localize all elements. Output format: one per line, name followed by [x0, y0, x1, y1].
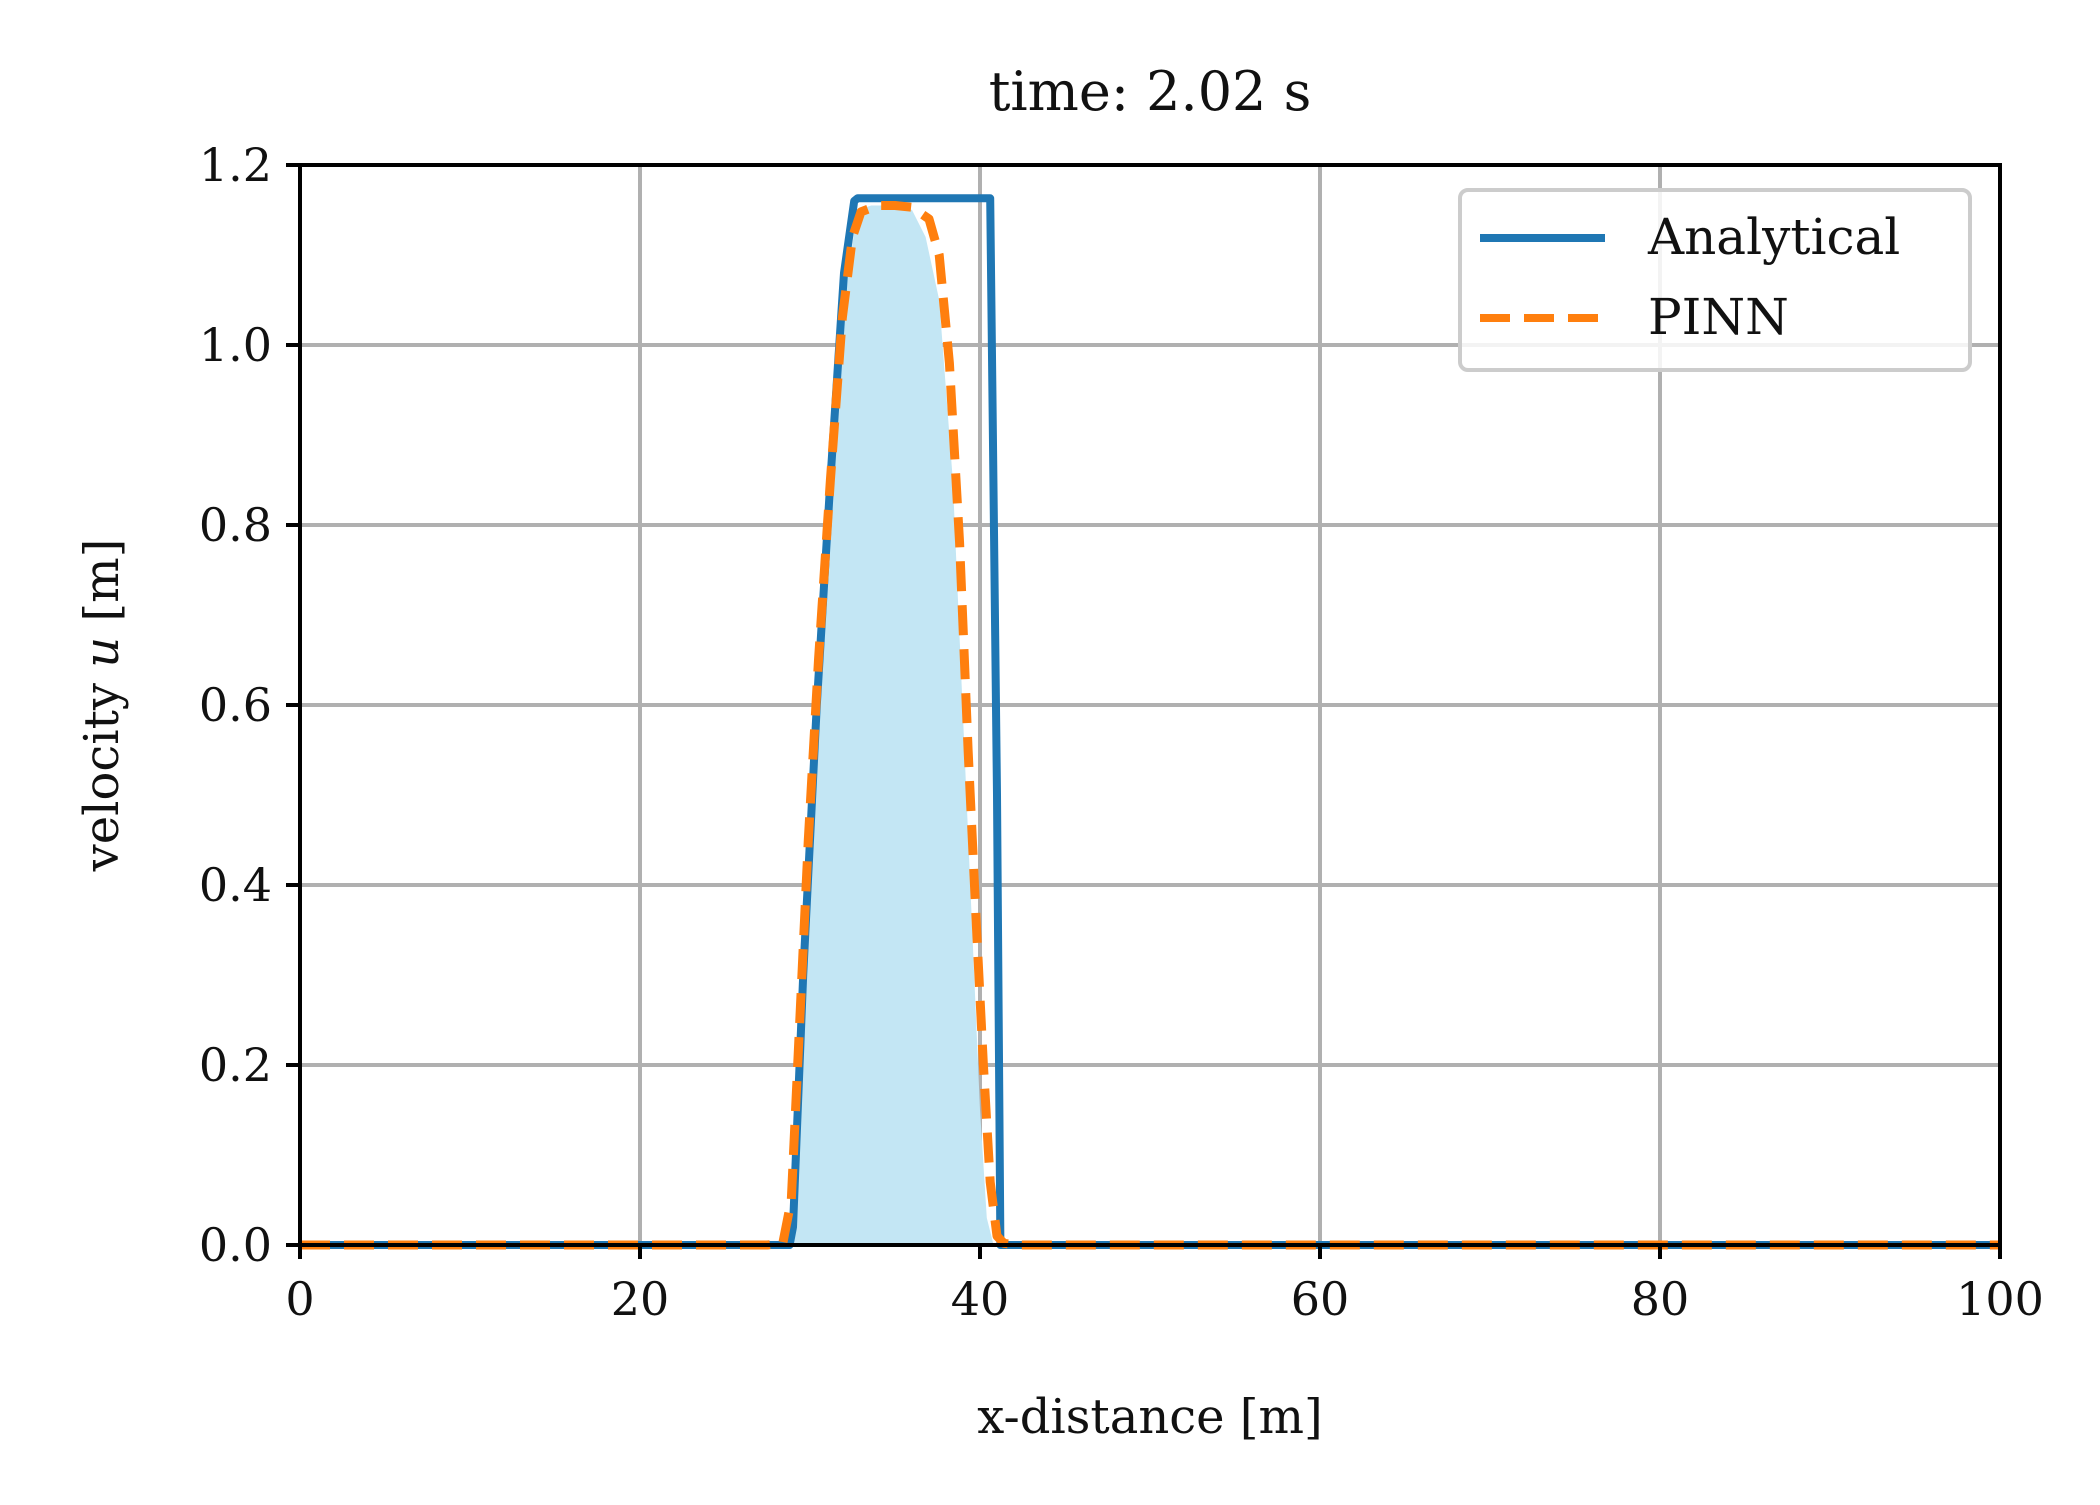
- x-tick-label-3: 60: [1291, 1272, 1350, 1326]
- y-axis-label: velocity u [m]: [74, 539, 130, 873]
- legend: Analytical PINN: [1458, 188, 1972, 372]
- x-tick-label-1: 20: [611, 1272, 670, 1326]
- y-axis-label-suffix: [m]: [74, 539, 130, 637]
- area-fill: [789, 205, 994, 1245]
- y-tick-label-6: 1.2: [199, 138, 272, 192]
- y-tick-label-1: 0.2: [199, 1038, 272, 1092]
- y-tick-label-5: 1.0: [199, 318, 272, 372]
- y-tick-label-4: 0.8: [199, 498, 272, 552]
- x-axis-label: x-distance [m]: [977, 1389, 1323, 1445]
- legend-label-pinn: PINN: [1648, 288, 1789, 346]
- x-tick-label-5: 100: [1956, 1272, 2044, 1326]
- chart-title: time: 2.02 s: [989, 60, 1312, 123]
- y-axis-label-variable: u: [74, 637, 130, 668]
- fill-layer: [789, 205, 994, 1245]
- y-tick-label-0: 0.0: [199, 1218, 272, 1272]
- y-axis-label-prefix: velocity: [74, 668, 130, 873]
- legend-label-analytical: Analytical: [1647, 208, 1900, 266]
- x-tick-label-0: 0: [285, 1272, 314, 1326]
- x-tick-label-4: 80: [1631, 1272, 1690, 1326]
- x-tick-label-2: 40: [951, 1272, 1010, 1326]
- y-tick-label-2: 0.4: [199, 858, 272, 912]
- y-tick-label-3: 0.6: [199, 678, 272, 732]
- tick-marks: 0 20 40 60 80 100 0.0 0.2 0.4 0.6 0.8 1.0 1.2: [199, 138, 2044, 1326]
- grid-lines: [298, 163, 2002, 1247]
- series-layer: [300, 194, 2000, 1250]
- series-line-pinn: [300, 201, 2000, 1250]
